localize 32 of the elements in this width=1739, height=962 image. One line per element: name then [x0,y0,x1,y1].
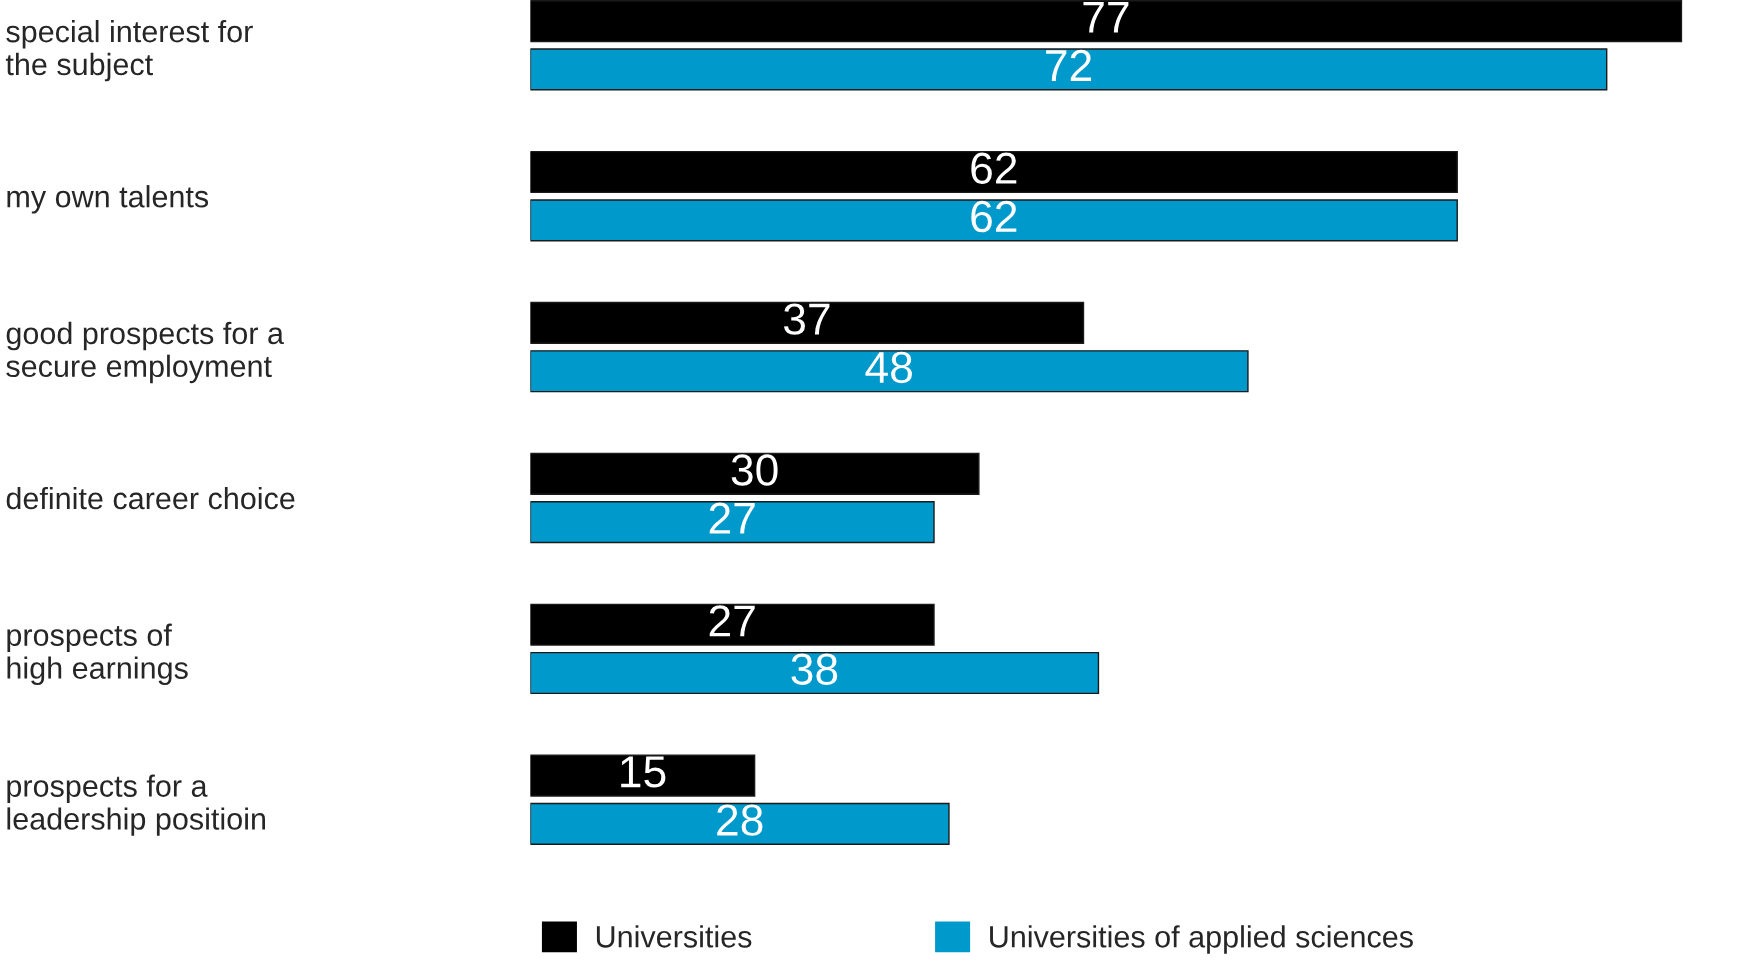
bar [530,802,950,845]
data-label: 72 [1046,49,1092,81]
bar [530,452,980,495]
data-label: 15 [621,756,666,788]
legend-label: Universities [596,925,752,948]
bar [530,754,756,797]
data-label: 27 [709,605,755,637]
data-label: 77 [1083,2,1129,33]
data-label: 38 [791,653,838,685]
data-label: 48 [865,351,912,384]
bar [530,0,1683,43]
legend-label: Universities of applied sciences [990,925,1413,954]
y-tick-label: my own talents [7,185,209,214]
y-tick-label: definite career choice [6,486,295,510]
bar [530,501,935,544]
bar [530,350,1249,393]
data-label: 37 [783,303,830,335]
bar [530,150,1458,194]
bar [530,651,1100,695]
bar [530,603,935,646]
y-tick-label: prospects for a leadership positioin [7,774,265,836]
data-label: 62 [971,152,1017,184]
bar [530,199,1458,242]
data-label: 62 [971,200,1017,233]
y-tick-label: good prospects for a secure employment [6,321,284,384]
bar [530,301,1085,344]
data-label: 30 [731,454,778,486]
y-tick-label: special interest for the subject [5,19,253,82]
bar [530,48,1608,91]
y-tick-label: prospects of high earnings [7,623,188,685]
data-label: 27 [709,502,755,534]
data-label: 28 [717,804,763,836]
